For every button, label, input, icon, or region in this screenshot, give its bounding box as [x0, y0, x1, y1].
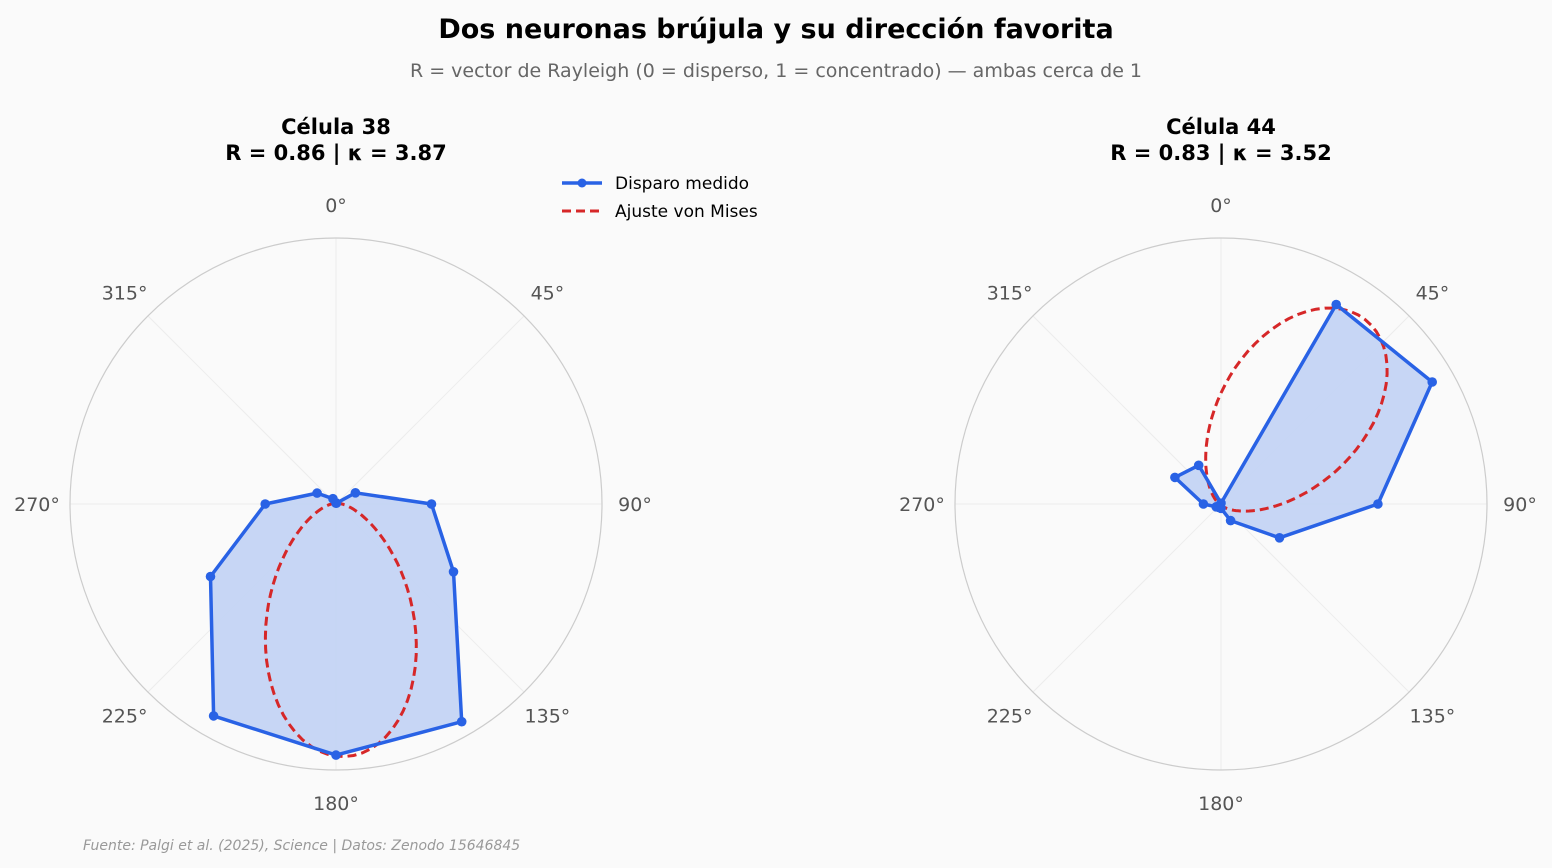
measured-point [426, 499, 437, 509]
legend-fit-label: Ajuste von Mises [615, 202, 758, 222]
angle-tick-label: 45° [531, 283, 565, 305]
measured-point [260, 499, 271, 509]
panel-title-line1: Célula 38 [281, 115, 391, 139]
measured-point [350, 488, 361, 498]
angle-tick-label: 225° [102, 705, 148, 727]
angle-tick-label: 270° [14, 494, 60, 516]
legend: Disparo medido Ajuste von Mises [562, 174, 758, 222]
figure-title: Dos neuronas brújula y su dirección favo… [438, 14, 1113, 45]
measured-point [331, 750, 341, 760]
angular-gridline [335, 315, 525, 505]
measured-point [312, 488, 322, 498]
angle-tick-label: 315° [987, 283, 1033, 305]
measured-point [208, 711, 219, 721]
measured-point [456, 716, 467, 727]
angular-gridline [147, 315, 337, 505]
angle-tick-label: 45° [1416, 283, 1450, 305]
polar-plot-area: 0° 45° 90° 135° 180° 225° 270° 315° [899, 195, 1537, 815]
polar-panel-cell-44: Célula 44 R = 0.83 | κ = 3.52 0° 45° 90° 13… [899, 115, 1537, 815]
measured-point [1198, 499, 1209, 509]
measured-fill-area [1174, 304, 1433, 538]
measured-point [1331, 299, 1341, 310]
measured-point [1225, 515, 1236, 526]
polar-frame [69, 237, 603, 771]
angle-tick-label: 0° [1210, 195, 1232, 217]
panel-title-line1: Célula 44 [1166, 115, 1276, 139]
angle-tick-label: 90° [1503, 494, 1537, 516]
angle-tick-label: 180° [1198, 793, 1244, 815]
angle-tick-label: 180° [313, 793, 359, 815]
figure-subtitle: R = vector de Rayleigh (0 = disperso, 1 … [410, 60, 1142, 82]
measured-point [205, 571, 216, 582]
measured-point [1274, 533, 1285, 543]
angular-gridline [1032, 503, 1222, 693]
angle-tick-label: 135° [525, 705, 571, 727]
angle-tick-label: 315° [102, 283, 148, 305]
panel-title-line2: R = 0.83 | κ = 3.52 [1110, 141, 1331, 166]
measured-point [1170, 472, 1180, 483]
measured-fill-area [210, 492, 462, 756]
polar-panel-cell-38: Célula 38 R = 0.86 | κ = 3.87 0° 45° 90° 13… [14, 115, 652, 815]
angle-tick-label: 270° [899, 494, 945, 516]
angle-tick-label: 225° [987, 705, 1033, 727]
source-footer: Fuente: Palgi et al. (2025), Science | D… [83, 838, 520, 854]
angle-tick-label: 90° [618, 494, 652, 516]
measured-point [1427, 377, 1437, 387]
panel-title-line2: R = 0.86 | κ = 3.87 [225, 141, 446, 166]
measured-point [328, 493, 338, 504]
measured-point [448, 567, 459, 577]
angle-tick-label: 0° [325, 195, 347, 217]
angular-gridline [1220, 503, 1410, 693]
polar-frame [954, 237, 1488, 771]
legend-measured-label: Disparo medido [615, 174, 749, 194]
angle-tick-label: 135° [1410, 705, 1456, 727]
legend-measured-marker [577, 178, 587, 188]
measured-point [1193, 460, 1204, 471]
measured-point [1211, 502, 1221, 512]
measured-point [1373, 499, 1383, 509]
polar-plot-area: 0° 45° 90° 135° 180° 225° 270° 315° [14, 195, 652, 815]
